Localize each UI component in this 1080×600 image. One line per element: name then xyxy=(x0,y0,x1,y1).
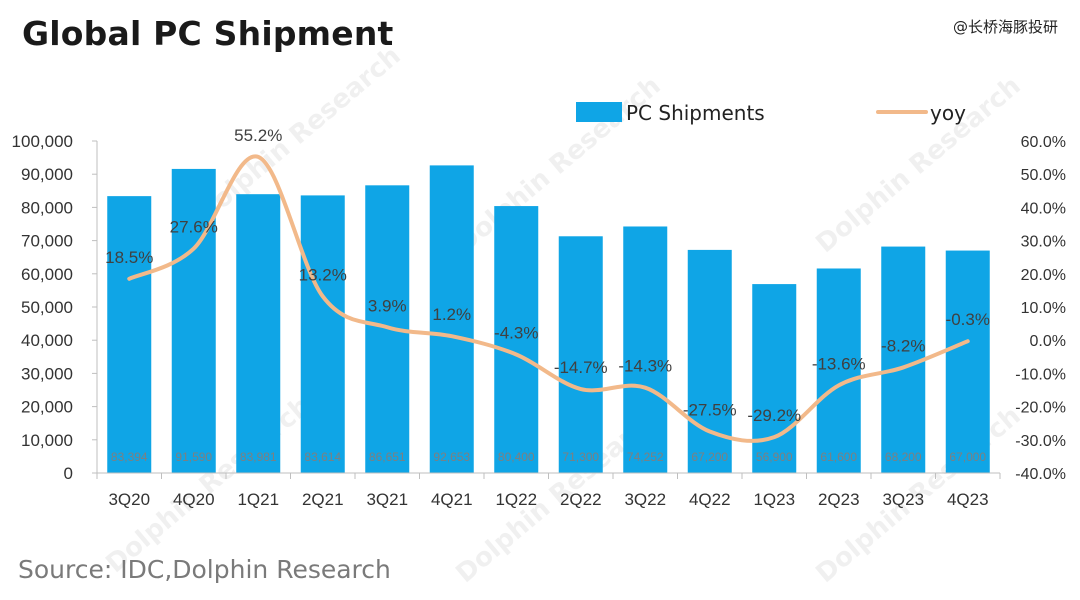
yoy-value-label: 18.5% xyxy=(105,248,153,267)
bar-value-label: 68,200 xyxy=(885,450,922,464)
y-right-tick-label: 60.0% xyxy=(1021,134,1066,151)
bar xyxy=(171,168,216,473)
x-tick-label: 3Q21 xyxy=(366,490,408,509)
brand-handle: @长桥海豚投研 xyxy=(952,18,1058,36)
yoy-line xyxy=(127,154,970,443)
bar xyxy=(300,195,345,473)
y-left-tick-label: 10,000 xyxy=(21,431,73,450)
y-right-tick-label: 50.0% xyxy=(1021,167,1066,184)
bar xyxy=(881,246,926,473)
yoy-value-label: 1.2% xyxy=(432,305,471,324)
yoy-value-label: 27.6% xyxy=(170,218,218,237)
y-right-tick-label: -30.0% xyxy=(1015,433,1066,450)
yoy-value-label: 3.9% xyxy=(368,296,407,315)
bar-value-label: 92,653 xyxy=(433,450,470,464)
y-left-tick-label: 50,000 xyxy=(21,298,73,317)
yoy-value-label: -27.5% xyxy=(683,401,737,420)
x-tick-label: 3Q20 xyxy=(108,490,150,509)
y-right-tick-label: -20.0% xyxy=(1015,400,1066,417)
bar-value-label: 83,614 xyxy=(304,450,341,464)
y-left-tick-label: 60,000 xyxy=(21,265,73,284)
y-left-tick-label: 100,000 xyxy=(12,132,73,151)
y-right-tick-label: 40.0% xyxy=(1021,200,1066,217)
bar-value-label: 67,000 xyxy=(949,450,986,464)
x-tick-label: 2Q22 xyxy=(560,490,602,509)
chart-title: Global PC Shipment xyxy=(22,14,394,53)
yoy-value-label: -4.3% xyxy=(494,323,538,342)
y-right-tick-label: -40.0% xyxy=(1015,466,1066,483)
bar-value-label: 61,600 xyxy=(820,450,857,464)
x-tick-label: 1Q21 xyxy=(237,490,279,509)
y-right-tick-label: 10.0% xyxy=(1021,300,1066,317)
yoy-value-label: -8.2% xyxy=(881,336,925,355)
bar xyxy=(752,284,797,473)
y-left-tick-label: 30,000 xyxy=(21,364,73,383)
yoy-value-label: -29.2% xyxy=(747,406,801,425)
bar-value-label: 91,590 xyxy=(175,450,212,464)
bar xyxy=(945,250,990,473)
x-tick-label: 4Q20 xyxy=(173,490,215,509)
x-tick-label: 4Q21 xyxy=(431,490,473,509)
y-left-tick-label: 20,000 xyxy=(21,398,73,417)
y-right-tick-label: 20.0% xyxy=(1021,267,1066,284)
y-right-tick-label: 30.0% xyxy=(1021,234,1066,251)
yoy-value-label: -14.3% xyxy=(618,357,672,376)
yoy-value-label: 55.2% xyxy=(234,126,282,145)
bar xyxy=(236,194,281,473)
x-tick-label: 1Q22 xyxy=(495,490,537,509)
bar-value-label: 74,252 xyxy=(627,450,664,464)
legend-label-yoy: yoy xyxy=(930,101,966,125)
yoy-value-label: -14.7% xyxy=(554,358,608,377)
y-left-tick-label: 0 xyxy=(64,464,73,483)
bar xyxy=(623,226,668,473)
y-left-tick-label: 70,000 xyxy=(21,232,73,251)
y-right-tick-label: 0.0% xyxy=(1030,333,1066,350)
y-left-tick-label: 90,000 xyxy=(21,165,73,184)
bar xyxy=(429,165,474,474)
y-left-tick-label: 40,000 xyxy=(21,331,73,350)
bar-value-label: 56,900 xyxy=(756,450,793,464)
bar-value-label: 83,394 xyxy=(111,450,148,464)
yoy-value-label: -13.6% xyxy=(812,354,866,373)
yoy-value-label: -0.3% xyxy=(946,310,990,329)
legend-swatch-bars xyxy=(576,102,622,122)
yoy-value-label: 13.2% xyxy=(299,265,347,284)
y-right-tick-label: -10.0% xyxy=(1015,366,1066,383)
x-tick-label: 3Q23 xyxy=(882,490,924,509)
bar-value-label: 67,200 xyxy=(691,450,728,464)
bar xyxy=(816,268,861,473)
bar-value-label: 71,300 xyxy=(562,450,599,464)
bar xyxy=(107,196,152,473)
legend-label-bars: PC Shipments xyxy=(626,101,765,125)
bar-value-label: 80,400 xyxy=(498,450,535,464)
x-tick-label: 2Q21 xyxy=(302,490,344,509)
x-tick-label: 4Q23 xyxy=(947,490,989,509)
x-tick-label: 2Q23 xyxy=(818,490,860,509)
source-note: Source: IDC,Dolphin Research xyxy=(18,555,391,584)
x-tick-label: 3Q22 xyxy=(624,490,666,509)
bar-value-label: 83,981 xyxy=(240,450,277,464)
bar-value-label: 86,651 xyxy=(369,450,406,464)
x-tick-label: 1Q23 xyxy=(753,490,795,509)
bar xyxy=(494,206,539,473)
bar xyxy=(558,236,603,473)
x-tick-label: 4Q22 xyxy=(689,490,731,509)
bar xyxy=(687,249,732,473)
y-left-tick-label: 80,000 xyxy=(21,198,73,217)
